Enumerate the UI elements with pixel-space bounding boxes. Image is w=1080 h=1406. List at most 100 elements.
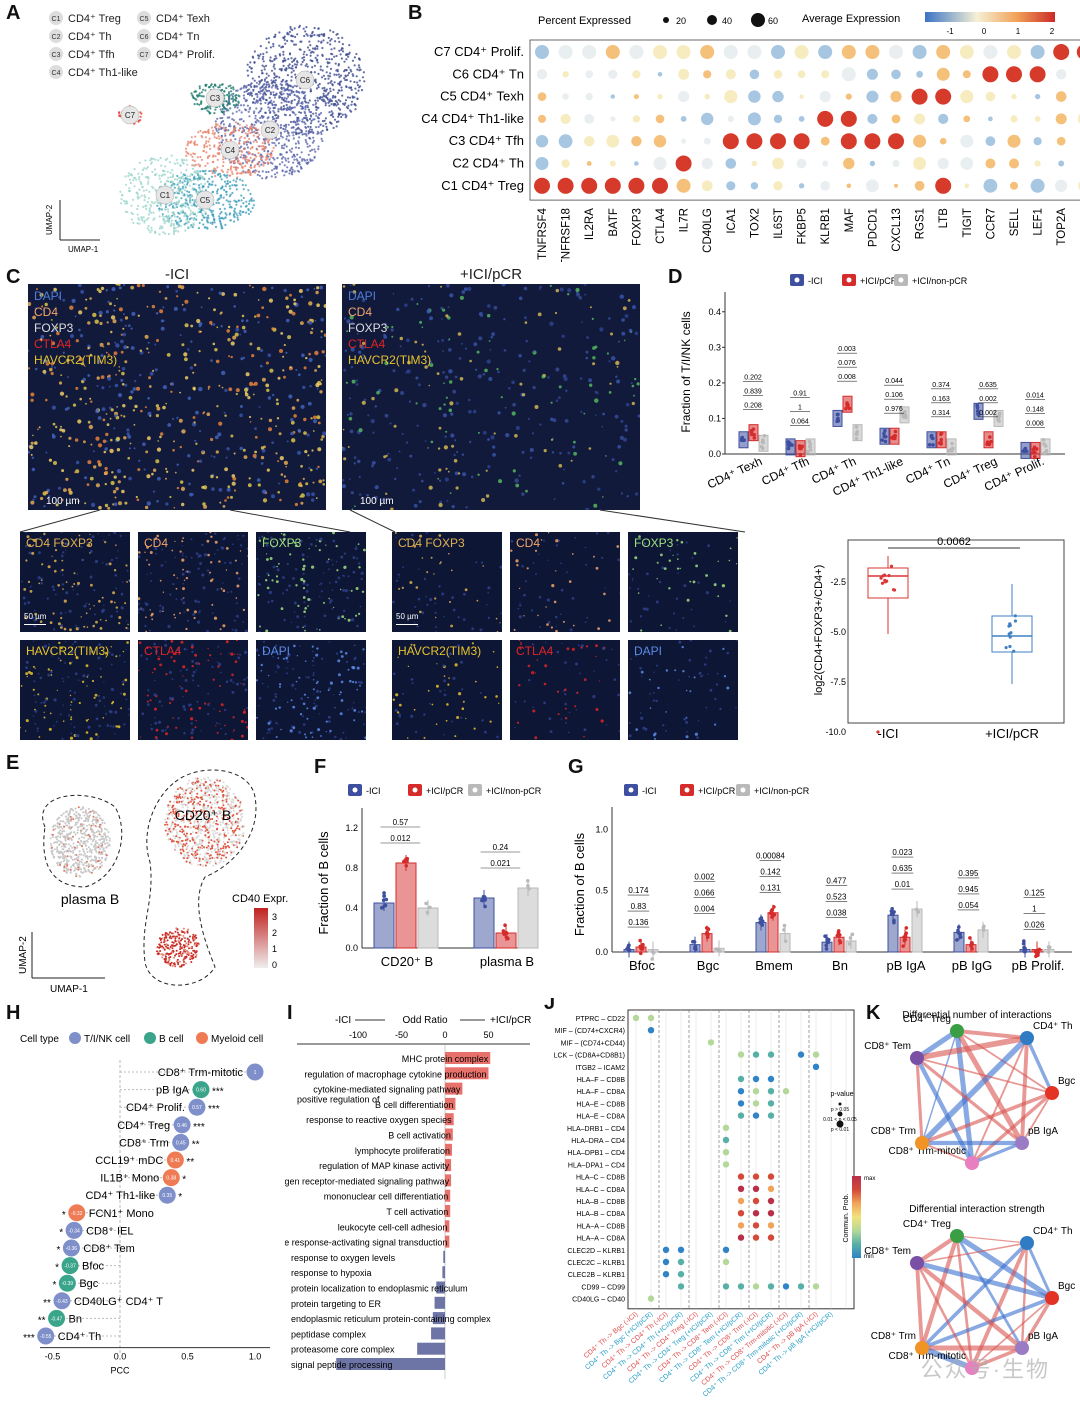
umap-cell: [139, 180, 142, 183]
umap-cell: [204, 131, 207, 134]
cell-signal: [637, 414, 640, 418]
umap-cell: [118, 112, 121, 115]
umap-cell: [220, 127, 223, 130]
umap-cell: [258, 137, 261, 140]
cell-signal: [594, 345, 598, 349]
legend-label: CD4⁺ Tfh: [68, 49, 115, 61]
cell-signal: [233, 452, 236, 455]
cell-signal: [675, 629, 678, 631]
umap-cell: [277, 142, 280, 145]
cell-signal: [354, 547, 358, 550]
umap-cell: [317, 120, 320, 123]
umap-cell: [255, 85, 258, 88]
expression-dot: [628, 177, 645, 194]
cell-signal: [96, 738, 99, 740]
cell-signal: [441, 592, 445, 596]
legend-avg-title: Average Expression: [802, 13, 900, 25]
cell-signal: [101, 596, 104, 599]
cell-signal: [564, 419, 569, 423]
cell-signal: [198, 321, 203, 326]
cell-signal: [489, 720, 492, 723]
cell-signal: [61, 428, 66, 433]
cell-signal: [351, 508, 354, 510]
cell-signal: [265, 579, 268, 582]
cell-signal: [392, 293, 395, 295]
expression-dot: [911, 88, 928, 105]
umap-cell: [214, 108, 217, 111]
umap-cell: [229, 84, 232, 87]
umap-cell: [249, 61, 252, 64]
cell-signal: [470, 475, 474, 479]
cell-signal: [146, 546, 149, 549]
umap-cell: [291, 168, 294, 171]
cell-signal: [303, 624, 307, 628]
umap-cell: [219, 212, 222, 215]
cell-signal: [736, 537, 738, 539]
umap-cell: [263, 65, 266, 68]
umap-cell: [272, 84, 275, 87]
cell-signal: [285, 351, 288, 354]
cell-signal: [43, 711, 45, 713]
expression-dot: [888, 133, 904, 150]
cell-signal: [540, 539, 543, 541]
cell-signal: [102, 346, 105, 348]
cell-signal: [591, 475, 595, 479]
umap-cell: [178, 217, 181, 220]
cell-signal: [460, 660, 463, 664]
umap-cell: [319, 131, 323, 134]
umap-cell: [293, 158, 296, 161]
tile-label: HAVCR2(TIM3): [26, 644, 110, 658]
cell-signal: [48, 458, 52, 462]
cell-signal: [267, 574, 270, 577]
umap-cell: [253, 157, 256, 160]
cell-signal: [398, 713, 401, 716]
cell-signal: [114, 383, 119, 388]
umap-cell: [243, 84, 246, 87]
cell-signal: [481, 561, 484, 564]
umap-cell: [152, 157, 155, 160]
cell-signal: [557, 347, 562, 351]
cell-signal: [21, 580, 23, 583]
cell-signal: [76, 540, 79, 542]
umap-cell: [326, 61, 329, 64]
cell-signal: [156, 447, 162, 452]
umap-cell: [227, 85, 230, 88]
umap-cell: [322, 100, 325, 103]
umap-cell: [215, 127, 218, 130]
umap-cell: [188, 199, 191, 202]
channel-legend: DAPI CD4 FOXP3 CTLA4 HAVCR2(TIM3): [348, 288, 431, 368]
cell-signal: [437, 477, 440, 480]
cell-signal: [128, 714, 130, 716]
expression-dot: [584, 136, 595, 147]
cell-signal: [85, 602, 88, 605]
umap-cell: [150, 211, 153, 214]
cell-signal: [300, 295, 304, 299]
umap-cell: [306, 34, 309, 37]
cell-signal: [231, 543, 234, 546]
cell-signal: [396, 467, 399, 470]
umap-cell: [240, 205, 243, 208]
cell-signal: [28, 450, 30, 454]
cell-signal: [89, 297, 92, 300]
umap-cell: [290, 57, 293, 60]
cell-signal: [443, 403, 446, 406]
cell-signal: [554, 311, 558, 315]
umap-cell: [331, 53, 334, 56]
cell-signal: [122, 404, 126, 408]
umap-cell: [331, 113, 334, 116]
cell-signal: [275, 575, 279, 578]
cell-signal: [192, 386, 196, 390]
cell-signal: [62, 704, 64, 706]
cell-signal: [277, 491, 280, 494]
umap-cell: [318, 33, 321, 36]
umap-cell: [285, 103, 288, 107]
cell-signal: [86, 626, 89, 628]
cell-signal: [676, 567, 680, 570]
cell-signal: [210, 455, 213, 457]
umap-cell: [226, 179, 229, 183]
umap-cell: [197, 131, 200, 134]
expression-dot: [982, 66, 999, 83]
umap-cell: [315, 126, 318, 129]
legend-size-dot: [707, 15, 717, 25]
cell-signal: [510, 549, 513, 552]
